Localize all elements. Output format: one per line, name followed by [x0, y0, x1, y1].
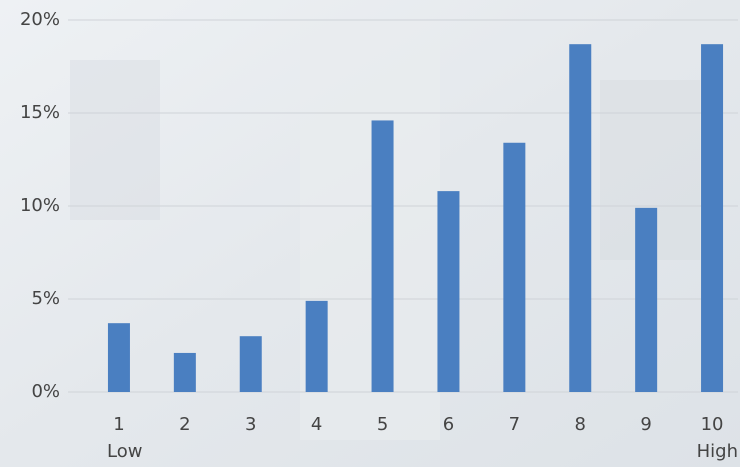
x-tick-label: 2 [179, 414, 190, 435]
y-tick-label: 0% [31, 381, 60, 402]
bar [437, 191, 460, 392]
x-tick-label: 8 [575, 414, 586, 435]
x-tick-label: 6 [443, 414, 454, 435]
bar [635, 207, 658, 392]
x-high-label: High [697, 441, 738, 462]
x-tick-label: 9 [640, 414, 651, 435]
bar [701, 44, 724, 393]
x-tick-label: 3 [245, 414, 256, 435]
bar [569, 44, 592, 393]
y-tick-label: 5% [31, 288, 60, 309]
x-tick-label: 1 [113, 414, 124, 435]
x-low-label: Low [107, 441, 142, 462]
x-tick-label: 5 [377, 414, 388, 435]
bar [239, 336, 262, 392]
y-tick-label: 15% [20, 102, 60, 123]
bar [107, 323, 130, 392]
x-tick-label: 10 [701, 414, 724, 435]
bar [173, 352, 196, 392]
bar [503, 142, 526, 392]
x-tick-label: 7 [509, 414, 520, 435]
x-tick-label: 4 [311, 414, 322, 435]
bar [305, 300, 328, 392]
background-photo-shape [70, 60, 160, 220]
bar [371, 120, 394, 392]
y-tick-label: 10% [20, 195, 60, 216]
y-tick-label: 20% [20, 9, 60, 30]
